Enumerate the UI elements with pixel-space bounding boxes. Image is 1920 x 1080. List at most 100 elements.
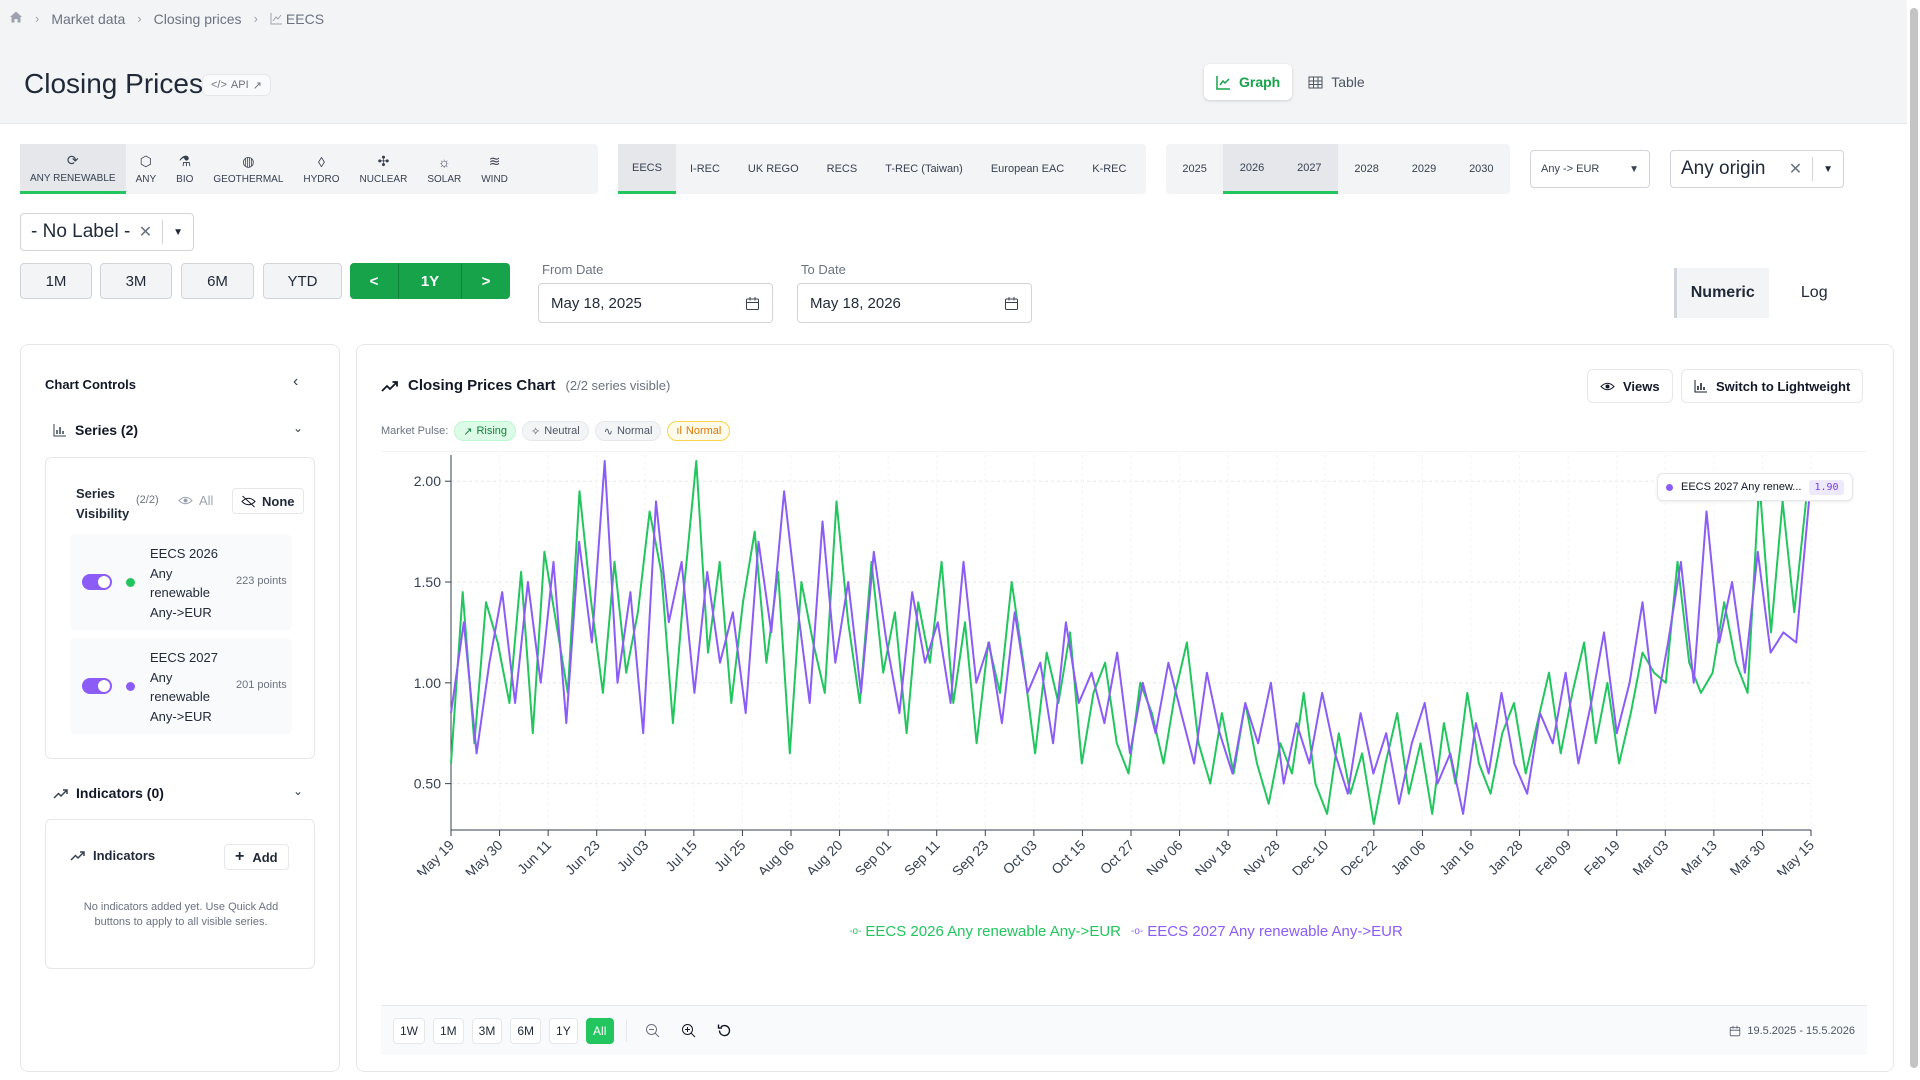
api-link[interactable]: </> API ↗ bbox=[202, 74, 271, 96]
series-visibility-box: Series Visibility (2/2) All None EECS 20… bbox=[45, 457, 315, 759]
year-tab[interactable]: 2027 bbox=[1280, 144, 1338, 194]
year-tab[interactable]: 2025 bbox=[1182, 163, 1207, 175]
origin-select[interactable]: Any origin ✕ ▼ bbox=[1670, 150, 1844, 188]
zoom-in-icon[interactable] bbox=[675, 1018, 703, 1044]
page-title: Closing Prices bbox=[24, 68, 203, 99]
eye-off-icon bbox=[241, 495, 256, 507]
indicators-empty-text: No indicators added yet. Use Quick Add b… bbox=[83, 901, 279, 928]
certificate-tab[interactable]: EECS bbox=[618, 144, 676, 194]
show-all-button[interactable]: All bbox=[172, 488, 219, 512]
series-row[interactable]: EECS 2026 Any renewable Any->EUR 223 poi… bbox=[70, 534, 292, 630]
x-tick-label: Feb 19 bbox=[1581, 837, 1623, 875]
numeric-scale-button[interactable]: Numeric bbox=[1677, 268, 1769, 318]
technology-geothermal[interactable]: ◍ GEOTHERMAL bbox=[213, 153, 284, 185]
caret-down-icon[interactable]: ▼ bbox=[173, 226, 183, 238]
technology-nuclear[interactable]: ✣ NUCLEAR bbox=[359, 153, 408, 185]
divider bbox=[381, 451, 1867, 452]
chart-card: Closing Prices Chart (2/2 series visible… bbox=[356, 344, 1894, 1072]
switch-lightweight-button[interactable]: Switch to Lightweight bbox=[1681, 369, 1864, 403]
legend-item[interactable]: -o- EECS 2027 Any renewable Any->EUR bbox=[1131, 923, 1403, 940]
certificate-tab[interactable]: RECS bbox=[826, 163, 858, 175]
table-view-button[interactable]: Table bbox=[1296, 64, 1376, 100]
chart-range-button[interactable]: 1Y bbox=[549, 1017, 578, 1044]
chevron-down-icon[interactable]: ⌄ bbox=[293, 421, 304, 435]
log-scale-button[interactable]: Log bbox=[1800, 284, 1828, 301]
range-3m-button[interactable]: 3M bbox=[100, 263, 172, 299]
hide-all-button[interactable]: None bbox=[232, 488, 304, 514]
breadcrumb-closing-prices[interactable]: Closing prices bbox=[153, 10, 242, 27]
collapse-icon[interactable]: ‹ bbox=[293, 373, 299, 390]
calendar-icon[interactable] bbox=[745, 296, 760, 311]
chart-range-button[interactable]: 6M bbox=[510, 1017, 542, 1044]
series-row[interactable]: EECS 2027 Any renewable Any->EUR 201 poi… bbox=[70, 638, 292, 734]
clear-icon[interactable]: ✕ bbox=[1788, 161, 1803, 178]
chevron-down-icon[interactable]: ⌄ bbox=[293, 784, 304, 798]
views-button[interactable]: Views bbox=[1587, 369, 1673, 403]
price-chart[interactable]: 0.50 1.00 1.50 2.00 May 19 May 30 Jun 11 Jun 23… bbox=[381, 455, 1871, 875]
chart-range-button[interactable]: 3M bbox=[471, 1017, 503, 1044]
technology-solar[interactable]: ☼ SOLAR bbox=[427, 153, 462, 185]
indicators-section-header[interactable]: Indicators (0) bbox=[53, 785, 164, 801]
caret-down-icon[interactable]: ▼ bbox=[1823, 163, 1833, 175]
year-tab[interactable]: 2026 bbox=[1223, 144, 1281, 194]
chart-range-button[interactable]: All bbox=[585, 1017, 614, 1044]
range-1m-button[interactable]: 1M bbox=[20, 263, 92, 299]
clear-icon[interactable]: ✕ bbox=[138, 224, 153, 241]
reset-zoom-icon[interactable] bbox=[711, 1018, 739, 1044]
chart-range-button[interactable]: 1M bbox=[433, 1017, 464, 1044]
range-prev-button[interactable]: < bbox=[350, 263, 398, 299]
series-toggle[interactable] bbox=[82, 678, 112, 694]
market-pulse: Market Pulse: ↗ Rising ✧ Neutral ∿ Normal ı… bbox=[381, 421, 731, 441]
legend-item[interactable]: -o- EECS 2026 Any renewable Any->EUR bbox=[849, 923, 1121, 940]
zoom-out-icon[interactable] bbox=[639, 1018, 667, 1044]
x-tick-label: Oct 27 bbox=[1097, 837, 1138, 875]
technology-any-renewable[interactable]: ⟳ ANY RENEWABLE bbox=[20, 144, 126, 194]
range-ytd-button[interactable]: YTD bbox=[263, 263, 342, 299]
x-tick-label: May 15 bbox=[1773, 837, 1817, 875]
add-indicator-button[interactable]: + Add bbox=[224, 844, 289, 870]
graph-view-button[interactable]: Graph bbox=[1204, 64, 1293, 100]
table-icon bbox=[1308, 76, 1323, 88]
series-tooltip: EECS 2027 Any renew... 1.90 bbox=[1657, 473, 1853, 501]
series-section-header[interactable]: Series (2) bbox=[53, 422, 138, 438]
year-tab[interactable]: 2028 bbox=[1354, 163, 1379, 175]
x-tick-label: Dec 10 bbox=[1289, 837, 1332, 875]
chart-range-button[interactable]: 1W bbox=[393, 1017, 425, 1044]
year-tab[interactable]: 2030 bbox=[1469, 163, 1494, 175]
line-chart-icon bbox=[270, 13, 282, 25]
certificate-tab[interactable]: K-REC bbox=[1092, 163, 1127, 175]
label-select[interactable]: - No Label - ✕ ▼ bbox=[20, 213, 194, 251]
home-icon[interactable] bbox=[9, 10, 23, 27]
range-next-button[interactable]: > bbox=[462, 263, 510, 299]
technology-hydro[interactable]: ◊ HYDRO bbox=[303, 153, 340, 185]
breadcrumb-market-data[interactable]: Market data bbox=[51, 10, 126, 27]
refresh-icon: ⟳ bbox=[66, 151, 79, 168]
from-date-input[interactable]: May 18, 2025 bbox=[538, 283, 773, 323]
atom-icon: ✣ bbox=[377, 153, 390, 169]
calendar-icon[interactable] bbox=[1004, 296, 1019, 311]
certificate-tab[interactable]: European EAC bbox=[990, 163, 1065, 175]
technology-any[interactable]: ⬡ ANY bbox=[135, 153, 157, 185]
series-points: 223 points bbox=[236, 575, 287, 587]
breadcrumb-current: EECS bbox=[270, 11, 324, 27]
currency-select[interactable]: Any -> EUR ▼ bbox=[1530, 150, 1650, 188]
scale-toggle: Numeric Log bbox=[1674, 268, 1860, 318]
series-points: 201 points bbox=[236, 679, 287, 691]
range-1y-button[interactable]: 1Y bbox=[398, 263, 462, 299]
technology-bio[interactable]: ⚗ BIO bbox=[176, 153, 194, 185]
to-date-input[interactable]: May 18, 2026 bbox=[797, 283, 1032, 323]
certificate-tab[interactable]: T-REC (Taiwan) bbox=[885, 163, 963, 175]
technology-wind[interactable]: ≋ WIND bbox=[481, 153, 508, 185]
range-6m-button[interactable]: 6M bbox=[181, 263, 254, 299]
to-date-label: To Date bbox=[801, 262, 846, 277]
page-scrollbar[interactable] bbox=[1910, 8, 1918, 1068]
flask-icon: ⚗ bbox=[178, 153, 192, 169]
x-tick-label: May 30 bbox=[462, 837, 506, 875]
series-toggle[interactable] bbox=[82, 574, 112, 590]
year-tab[interactable]: 2029 bbox=[1411, 163, 1437, 175]
chart-controls-title: Chart Controls bbox=[45, 377, 136, 392]
droplet-icon: ◊ bbox=[318, 153, 325, 170]
activity-icon: ∿ bbox=[603, 425, 613, 438]
certificate-tab[interactable]: I-REC bbox=[689, 163, 720, 175]
certificate-tab[interactable]: UK REGO bbox=[747, 163, 799, 175]
